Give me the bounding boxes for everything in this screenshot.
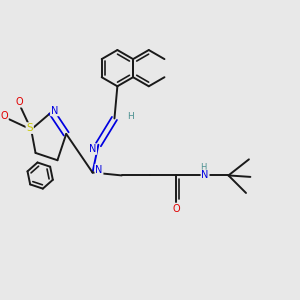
- Text: H: H: [200, 163, 207, 172]
- Text: S: S: [26, 123, 33, 133]
- Text: N: N: [51, 106, 58, 116]
- Text: H: H: [127, 112, 134, 122]
- Text: O: O: [172, 204, 180, 214]
- Text: O: O: [16, 97, 23, 107]
- Text: O: O: [0, 111, 8, 122]
- Text: N: N: [89, 144, 96, 154]
- Text: N: N: [201, 170, 209, 180]
- Text: N: N: [95, 165, 103, 175]
